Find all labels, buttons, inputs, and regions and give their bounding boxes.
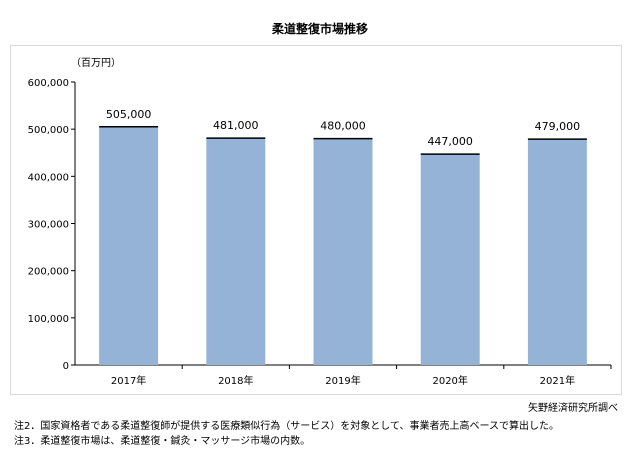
data-label: 447,000 [427, 135, 473, 148]
y-tick-label: 400,000 [28, 172, 69, 183]
chart-title: 柔道整復市場推移 [271, 22, 368, 36]
x-tick-label: 2018年 [218, 374, 253, 387]
x-tick-label: 2020年 [432, 374, 467, 387]
y-tick-label: 300,000 [28, 220, 69, 231]
footnote-3: 注3．柔道整復市場は、柔道整復・鍼灸・マッサージ市場の内数。 [14, 436, 311, 447]
y-tick-label: 0 [63, 361, 69, 372]
y-tick-label: 100,000 [28, 314, 69, 325]
data-label: 480,000 [320, 120, 366, 133]
y-tick-label: 500,000 [28, 125, 69, 136]
data-label: 481,000 [213, 119, 259, 132]
x-tick-label: 2021年 [540, 374, 575, 387]
y-tick-label: 200,000 [28, 267, 69, 278]
data-label: 479,000 [535, 120, 581, 133]
bar [313, 138, 373, 365]
y-unit-label: （百万円） [71, 57, 121, 69]
x-tick-label: 2019年 [325, 374, 360, 387]
y-tick-label: 600,000 [28, 78, 69, 89]
data-label: 505,000 [106, 108, 152, 121]
bar [527, 139, 587, 365]
chart-frame: （百万円） 0 100,000 200,000 300,000 400,000 500,00… [10, 45, 622, 395]
footnote-2: 注2．国家資格者である柔道整復師が提供する医療類似行為（サービス）を対象として、… [14, 421, 559, 432]
bar [420, 154, 480, 365]
bar-chart: （百万円） 0 100,000 200,000 300,000 400,000 500,00… [28, 57, 612, 387]
bar [206, 138, 266, 365]
source-credit: 矢野経済研究所調べ [528, 403, 618, 414]
x-tick-label: 2017年 [111, 374, 146, 387]
bar [99, 126, 159, 365]
